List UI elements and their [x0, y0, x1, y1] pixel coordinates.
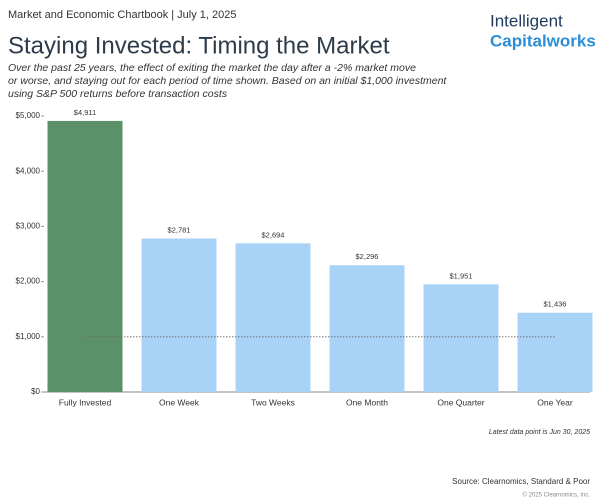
x-tick-label: Two Weeks: [251, 397, 295, 407]
bar: [235, 243, 311, 392]
value-label: $4,911: [74, 108, 96, 117]
bar: [517, 312, 593, 392]
logo-line-1: Intelligent: [490, 11, 563, 30]
subtitle-line: using S&P 500 returns before transaction…: [8, 88, 228, 100]
x-tick-label: One Week: [159, 397, 200, 407]
bar: [329, 265, 405, 392]
header: Market and Economic Chartbook | July 1, …: [8, 9, 236, 21]
y-tick-label: $2,000: [16, 277, 41, 286]
y-tick-label: $1,000: [16, 332, 41, 341]
value-label: $2,296: [356, 252, 379, 261]
value-label: $1,436: [544, 300, 567, 309]
y-tick-label: $0: [31, 387, 40, 396]
y-tick-label: $3,000: [16, 222, 41, 231]
copyright: © 2025 Clearnomics, Inc.: [523, 492, 591, 499]
logo-line-2: Capitalworks: [490, 31, 596, 50]
subtitle-line: Over the past 25 years, the effect of ex…: [8, 62, 416, 74]
value-label: $2,781: [168, 225, 191, 234]
subtitle: Over the past 25 years, the effect of ex…: [8, 62, 447, 100]
source: Source: Clearnomics, Standard & Poor: [452, 477, 590, 486]
bar: [141, 238, 217, 392]
x-tick-label: One Quarter: [437, 397, 484, 407]
chart-title: Staying Invested: Timing the Market: [8, 32, 390, 59]
x-tick-label: One Month: [346, 397, 388, 407]
value-label: $1,951: [450, 271, 473, 280]
x-tick-label: Fully Invested: [59, 397, 112, 407]
bar: [423, 284, 499, 392]
y-tick-label: $5,000: [16, 111, 41, 120]
value-label: $2,694: [262, 230, 285, 239]
note: Latest data point is Jun 30, 2025: [489, 429, 590, 436]
subtitle-line: or worse, and staying out for each perio…: [8, 75, 447, 87]
bar: [47, 120, 123, 392]
y-tick-label: $4,000: [16, 166, 41, 175]
x-tick-label: One Year: [537, 397, 573, 407]
